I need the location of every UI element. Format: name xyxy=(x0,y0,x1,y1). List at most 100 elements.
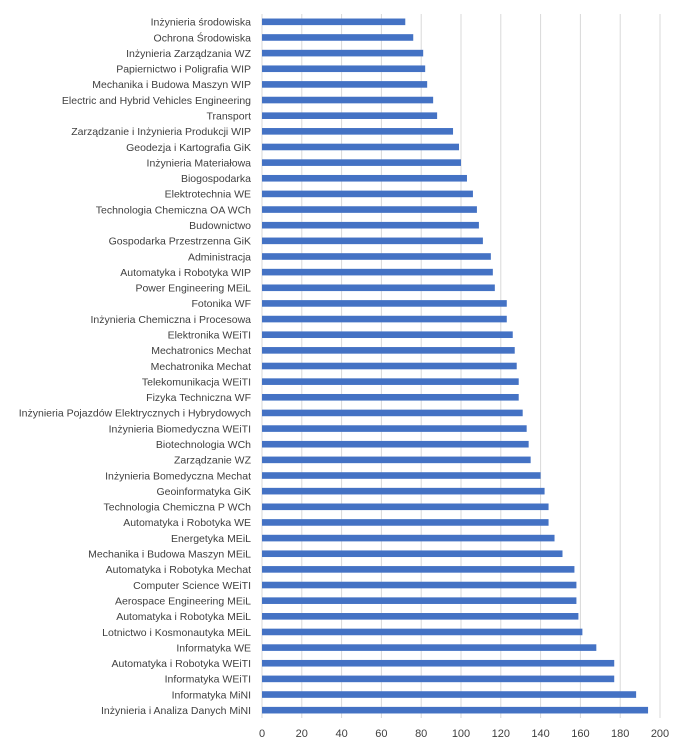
category-label: Mechanika i Budowa Maszyn MEiL xyxy=(88,549,251,561)
category-label: Inżynieria i Analiza Danych MiNI xyxy=(101,705,251,717)
bar xyxy=(262,347,515,354)
bar xyxy=(262,628,583,636)
bar xyxy=(262,331,513,339)
category-label: Elektrotechnia WE xyxy=(165,189,251,201)
category-label: Mechatronika Mechat xyxy=(151,361,251,373)
category-label: Budownictwo xyxy=(189,220,251,232)
category-label: Inżynieria Chemiczna i Procesowa xyxy=(91,314,252,326)
x-tick-label: 180 xyxy=(611,728,629,740)
bar xyxy=(262,534,555,542)
category-label: Inżynieria środowiska xyxy=(151,17,252,29)
category-label: Transport xyxy=(206,110,251,122)
x-tick-label: 120 xyxy=(492,728,510,740)
bar xyxy=(262,503,549,511)
category-label: Biogospodarka xyxy=(181,173,251,185)
x-tick-label: 160 xyxy=(571,728,589,740)
category-label: Automatyka i Robotyka MEiL xyxy=(116,611,251,623)
bar xyxy=(262,487,545,495)
bar xyxy=(262,581,577,589)
bar xyxy=(262,300,507,307)
bar xyxy=(262,706,649,714)
x-tick-label: 0 xyxy=(259,728,265,740)
category-label: Telekomunikacja WEiTI xyxy=(142,376,251,388)
bar xyxy=(262,613,579,620)
bar xyxy=(262,174,467,182)
category-label: Inżynieria Pojazdów Elektrycznych i Hybr… xyxy=(19,408,251,420)
bar xyxy=(262,143,460,151)
category-labels: Inżynieria środowiska Ochrona Środowiska I… xyxy=(19,17,252,717)
bar xyxy=(262,49,424,57)
bar xyxy=(262,284,495,292)
bar xyxy=(262,112,438,119)
bar xyxy=(262,378,519,385)
bar xyxy=(262,644,597,651)
category-label: Mechanika i Budowa Maszyn WIP xyxy=(92,79,251,91)
category-label: Geodezja i Kartografia GiK xyxy=(126,142,251,154)
category-label: Automatyka i Robotyka WEiTI xyxy=(112,658,251,670)
category-label: Ochrona Środowiska xyxy=(154,31,252,44)
category-label: Automatyka i Robotyka Mechat xyxy=(106,564,251,576)
category-label: Biotechnologia WCh xyxy=(156,439,251,451)
bar xyxy=(262,268,493,276)
bar xyxy=(262,128,454,135)
bar xyxy=(262,566,575,573)
bars xyxy=(262,18,649,714)
bar xyxy=(262,393,519,401)
category-label: Zarządzanie i Inżynieria Produkcji WIP xyxy=(71,126,251,138)
bar xyxy=(262,472,541,479)
category-label: Aerospace Engineering MEiL xyxy=(115,595,251,607)
category-label: Fotonika WF xyxy=(191,298,251,310)
bar xyxy=(262,65,426,73)
category-label: Fizyka Techniczna WF xyxy=(146,392,251,404)
bar xyxy=(262,440,529,448)
category-label: Inżynieria Zarządzania WZ xyxy=(126,48,251,60)
bar xyxy=(262,597,577,604)
category-label: Computer Science WEiTI xyxy=(133,580,251,592)
bar xyxy=(262,456,531,464)
category-label: Electric and Hybrid Vehicles Engineering xyxy=(62,95,251,107)
bar xyxy=(262,425,527,432)
category-label: Mechatronics Mechat xyxy=(151,345,251,357)
category-label: Inżynieria Materiałowa xyxy=(147,157,252,169)
bar xyxy=(262,206,477,213)
category-label: Informatyka MiNI xyxy=(172,689,251,701)
bar xyxy=(262,18,406,26)
category-label: Power Engineering MEiL xyxy=(135,283,251,295)
x-tick-label: 20 xyxy=(296,728,308,740)
x-tick-label: 140 xyxy=(531,728,549,740)
category-label: Administracja xyxy=(188,251,251,263)
category-label: Automatyka i Robotyka WE xyxy=(123,517,251,529)
category-label: Technologia Chemiczna P WCh xyxy=(104,502,252,514)
bar xyxy=(262,253,491,260)
bar xyxy=(262,81,428,88)
category-label: Gospodarka Przestrzenna GiK xyxy=(109,236,251,248)
category-label: Elektronika WEiTI xyxy=(168,330,251,342)
bar xyxy=(262,159,461,166)
bar xyxy=(262,237,483,245)
bar xyxy=(262,221,479,229)
x-tick-label: 100 xyxy=(452,728,470,740)
category-label: Inżynieria Biomedyczna WEiTI xyxy=(109,423,251,435)
bar xyxy=(262,691,637,698)
category-label: Papiernictwo i Poligrafia WIP xyxy=(116,64,251,76)
x-tick-label: 40 xyxy=(335,728,347,740)
category-label: Informatyka WEiTI xyxy=(165,674,251,686)
category-label: Technologia Chemiczna OA WCh xyxy=(96,204,251,216)
category-label: Geoinformatyka GiK xyxy=(156,486,251,498)
bar xyxy=(262,315,507,323)
x-tick-label: 200 xyxy=(651,728,669,740)
bar xyxy=(262,675,615,683)
bar xyxy=(262,362,517,370)
category-label: Inżynieria Bomedyczna Mechat xyxy=(105,470,251,482)
bar xyxy=(262,550,563,558)
category-label: Energetyka MEiL xyxy=(171,533,251,545)
bar xyxy=(262,409,523,417)
x-tick-label: 80 xyxy=(415,728,427,740)
bar xyxy=(262,659,615,667)
category-label: Zarządzanie WZ xyxy=(174,455,252,467)
bar xyxy=(262,519,549,526)
bar xyxy=(262,190,473,198)
x-tick-label: 60 xyxy=(375,728,387,740)
x-tick-labels: 0 20 40 60 80 100 120 140 160 180 200 xyxy=(259,728,669,740)
